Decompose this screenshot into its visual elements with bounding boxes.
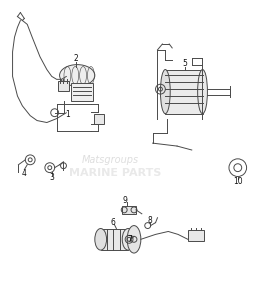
Ellipse shape — [160, 70, 170, 114]
Text: 7: 7 — [128, 235, 132, 244]
Bar — [122, 206, 136, 214]
Bar — [188, 230, 203, 241]
Bar — [165, 70, 203, 114]
Text: 2: 2 — [74, 54, 78, 63]
Bar — [101, 229, 128, 250]
Text: Matsgroups: Matsgroups — [82, 155, 139, 165]
Ellipse shape — [60, 64, 95, 86]
Text: 4: 4 — [22, 169, 27, 178]
Text: 10: 10 — [233, 177, 243, 186]
Bar — [58, 81, 69, 91]
Text: 6: 6 — [110, 218, 115, 227]
Text: 9: 9 — [123, 196, 128, 205]
Ellipse shape — [95, 229, 107, 250]
Text: MARINE PARTS: MARINE PARTS — [69, 168, 162, 178]
Ellipse shape — [122, 229, 134, 250]
Text: 8: 8 — [147, 216, 152, 225]
Text: 3: 3 — [49, 173, 54, 182]
Ellipse shape — [198, 70, 207, 114]
Bar — [94, 114, 104, 124]
Bar — [71, 83, 93, 101]
Text: 5: 5 — [182, 59, 187, 68]
Ellipse shape — [127, 226, 141, 253]
Text: 1: 1 — [65, 110, 70, 119]
